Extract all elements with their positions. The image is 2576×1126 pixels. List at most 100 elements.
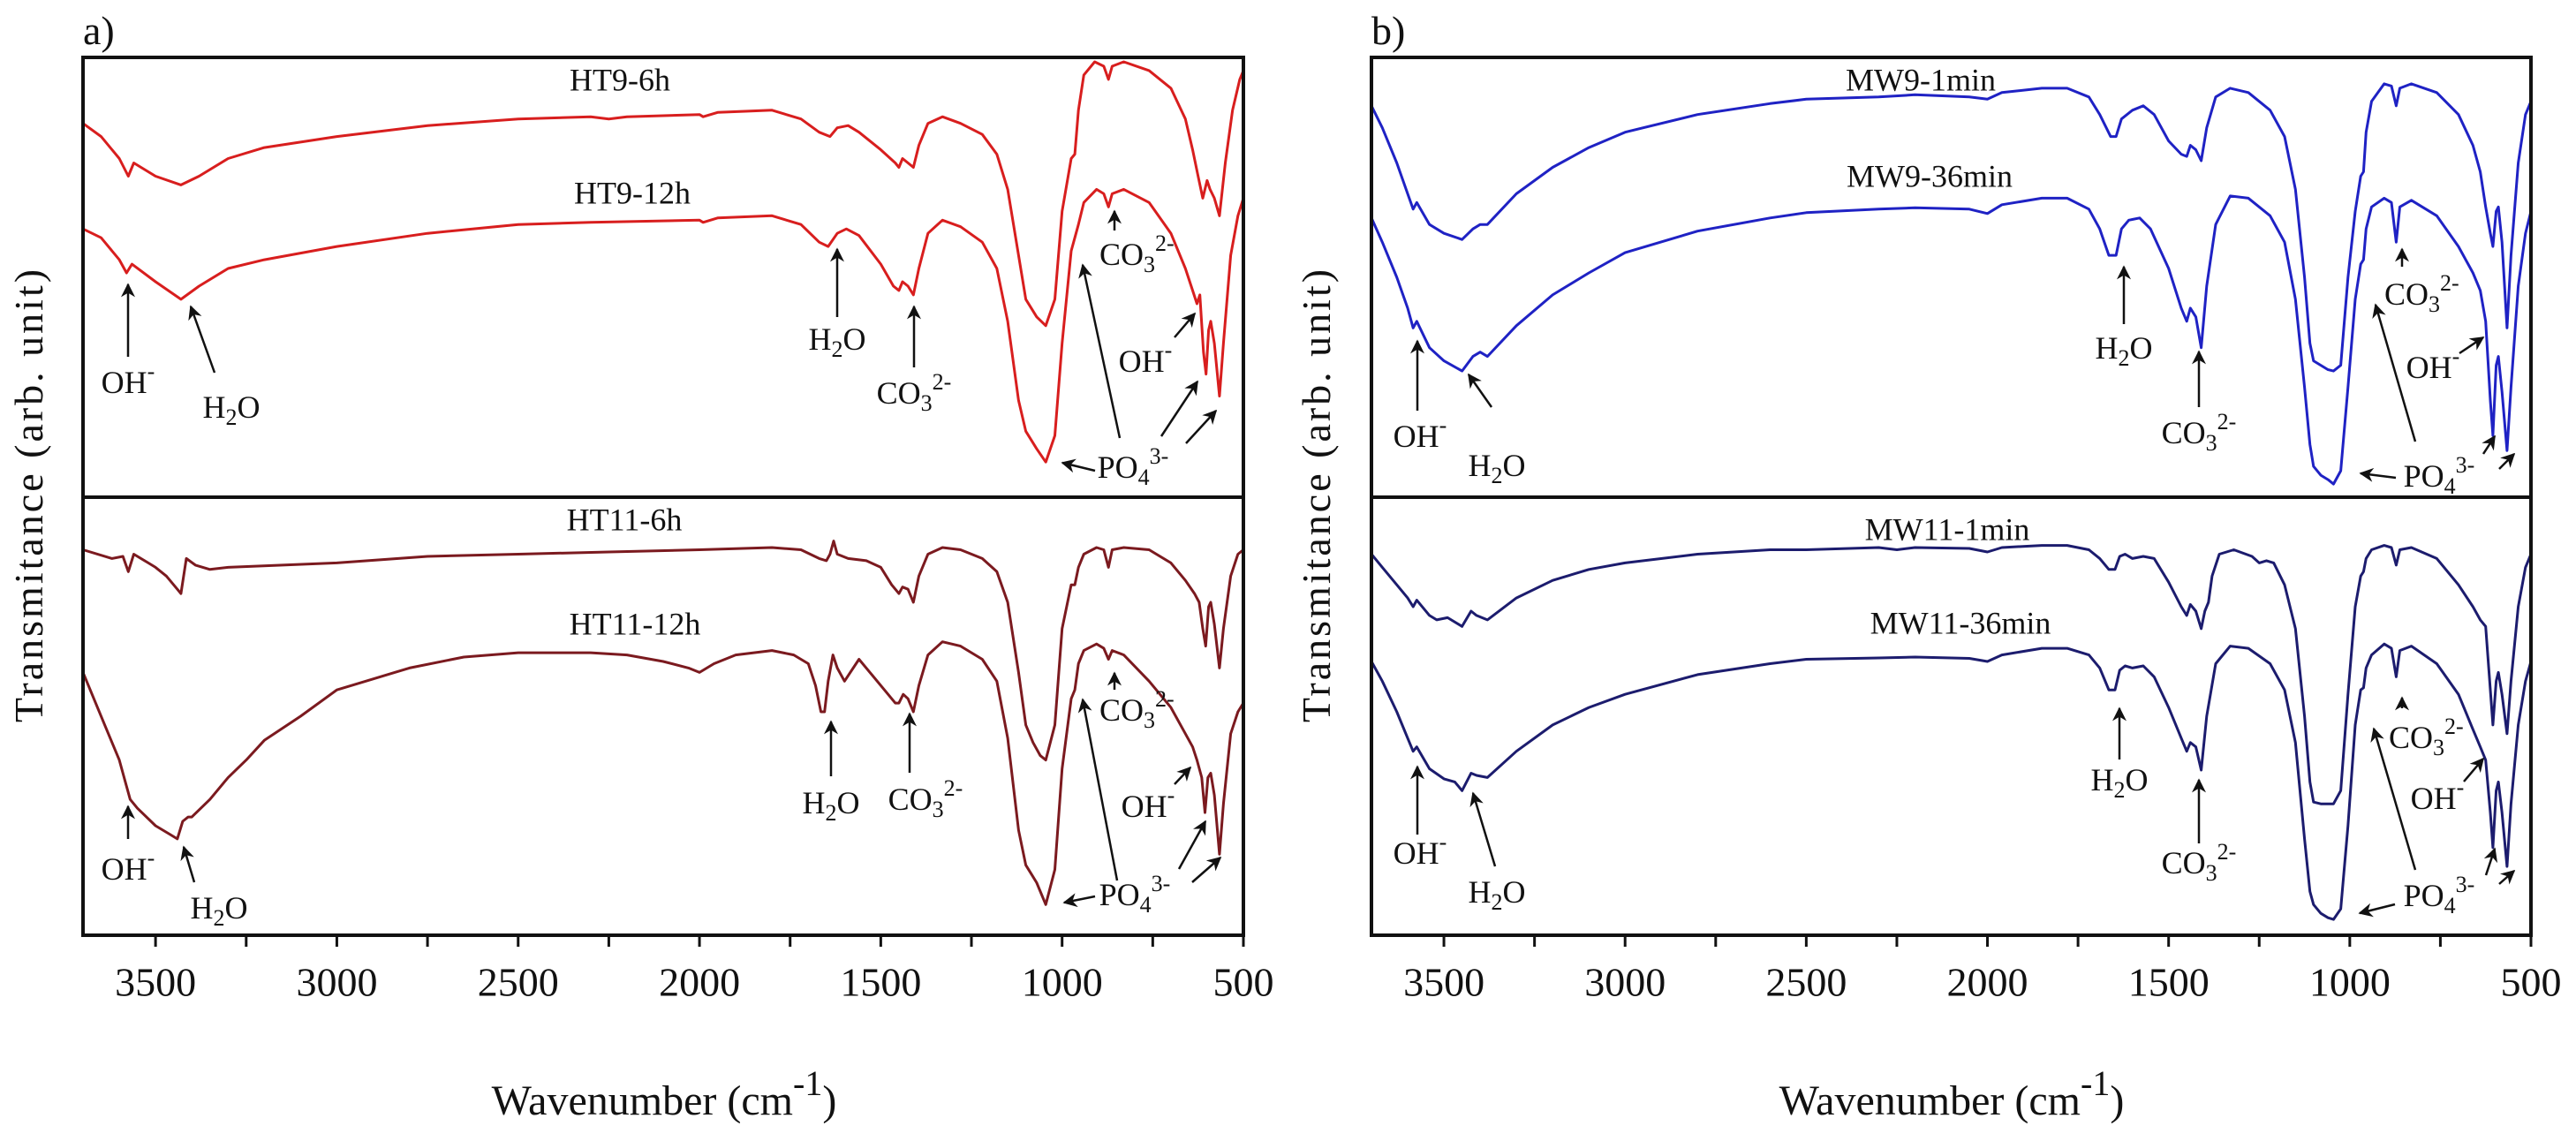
peak-annotation: H2O	[1469, 791, 1526, 915]
peak-label-base: PO	[2404, 878, 2444, 913]
peak-label: H2O	[2096, 330, 2153, 371]
peak-label-base: CO	[2162, 845, 2206, 880]
peak-label-superscript: 2-	[2217, 409, 2237, 435]
arrow-icon	[180, 845, 196, 883]
peak-label: H2O	[191, 890, 248, 931]
peak-label-rest: O	[837, 785, 860, 820]
peak-label-subscript: 4	[1140, 892, 1152, 918]
peak-label-base: CO	[2384, 276, 2429, 312]
peak-label-superscript: -	[2457, 775, 2465, 800]
arrow-icon	[2372, 303, 2417, 442]
peak-label-base: CO	[2389, 720, 2433, 755]
peak-annotation: OH-	[2406, 336, 2485, 385]
arrow-icon	[1467, 373, 1493, 408]
peak-label-superscript: 3-	[1150, 443, 1169, 469]
arrow-icon	[188, 305, 216, 374]
peak-label-base: OH	[2411, 781, 2457, 816]
peak-label: CO32-	[1099, 230, 1175, 277]
y-axis-label: Transmitance (arb. unit)	[6, 267, 51, 722]
x-tick-label: 3000	[296, 960, 377, 1005]
peak-label-base: CO	[877, 375, 921, 411]
peak-label-subscript: 3	[933, 797, 944, 822]
peak-label-base: CO	[2162, 415, 2206, 450]
arrow-icon	[2482, 435, 2497, 455]
arrow-icon	[1177, 820, 1207, 870]
peak-label-subscript: 2	[214, 905, 225, 931]
peak-label: OH-	[1119, 337, 1173, 379]
arrow-icon	[1078, 263, 1122, 439]
peak-label-subscript: 3	[1144, 252, 1155, 277]
peak-label-base: OH	[1394, 419, 1439, 454]
peak-label: H2O	[803, 785, 860, 826]
peak-label-subscript: 2	[826, 800, 837, 826]
peak-label-base: OH	[1119, 344, 1165, 379]
arrow-icon	[1062, 893, 1096, 908]
peak-label: PO43-	[2404, 452, 2475, 499]
arrow-icon	[1185, 409, 1218, 444]
arrow-icon	[1191, 856, 1222, 883]
peak-label-subscript: 2	[1492, 889, 1503, 915]
peak-label-subscript: 3	[921, 390, 933, 416]
peak-annotation: OH-	[1119, 312, 1197, 379]
peak-label-base: H	[1469, 874, 1492, 910]
peak-annotation: H2O	[1467, 373, 1526, 488]
x-tick-label: 1000	[1022, 960, 1103, 1005]
arrow-icon	[1469, 791, 1497, 867]
x-tick-label: 2500	[1765, 960, 1847, 1005]
peak-label-subscript: 2	[2119, 345, 2130, 371]
peak-label: CO32-	[888, 775, 963, 822]
peak-label-subscript: 3	[1144, 707, 1155, 733]
arrow-icon	[1077, 698, 1119, 881]
spectrum-mw11-36min	[1370, 642, 2533, 921]
peak-label-subscript: 4	[2444, 893, 2456, 918]
peak-annotation: H2O	[803, 720, 860, 826]
peak-label: PO43-	[1099, 871, 1171, 918]
x-axis-label-text: Wavenumber (cm	[1779, 1077, 2081, 1124]
peak-annotation: PO43-	[2358, 727, 2516, 918]
peak-annotation: OH-	[1394, 765, 1447, 871]
series-label: MW11-1min	[1865, 511, 2030, 547]
peak-label-base: PO	[1098, 450, 1138, 485]
arrow-icon	[2370, 727, 2417, 871]
peak-label: CO32-	[2389, 714, 2464, 760]
peak-label-rest: O	[238, 389, 261, 425]
arrow-icon	[1174, 766, 1192, 785]
peak-label-base: H	[2096, 330, 2119, 366]
peak-label-base: H	[809, 321, 832, 357]
peak-annotation: OH-	[102, 283, 155, 400]
peak-label: OH-	[1394, 412, 1447, 454]
arrow-icon	[2358, 903, 2396, 918]
spectrum-ht9-6h	[82, 60, 1245, 328]
x-axis-label-close: )	[822, 1077, 836, 1124]
x-tick-label: 1500	[2128, 960, 2210, 1005]
peak-annotation: H2O	[180, 845, 248, 931]
arrow-icon	[2459, 336, 2485, 355]
peak-annotation: OH-	[1394, 339, 1447, 454]
peak-label-superscript: 3-	[2456, 872, 2475, 897]
peak-label: CO32-	[2162, 409, 2237, 456]
spectrum-ht9-12h	[82, 187, 1245, 464]
peak-label-subscript: 4	[1138, 465, 1150, 490]
peak-label-superscript: -	[2452, 344, 2460, 369]
arrow-icon	[2498, 869, 2516, 885]
panel-label: b)	[1371, 8, 1405, 53]
peak-label-subscript: 2	[2114, 777, 2126, 803]
peak-label: OH-	[102, 359, 155, 400]
peak-label: CO32-	[877, 369, 952, 416]
peak-label: CO32-	[2162, 839, 2237, 886]
series-label: HT9-12h	[574, 175, 691, 210]
spectrum-ht11-12h	[81, 640, 1245, 906]
peak-annotation: CO32-	[1099, 209, 1175, 277]
peak-label-base: PO	[2404, 458, 2444, 494]
peak-label-subscript: 4	[2444, 473, 2456, 499]
peak-label: OH-	[1122, 782, 1175, 824]
peak-annotation: OH-	[1122, 766, 1192, 824]
peak-label-superscript: -	[1439, 829, 1447, 855]
arrow-icon	[2498, 452, 2516, 470]
panel-label: a)	[83, 8, 115, 53]
peak-annotation: OH-	[102, 805, 155, 887]
peak-label: H2O	[1469, 448, 1526, 488]
peak-annotation: CO32-	[2384, 247, 2459, 317]
peak-annotation: PO43-	[2359, 303, 2516, 499]
